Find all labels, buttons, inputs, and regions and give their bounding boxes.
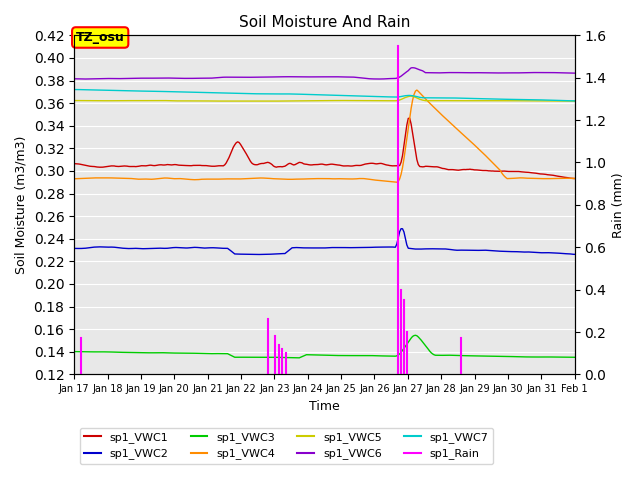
sp1_VWC5 [70, 97, 78, 103]
sp1_VWC5 [303, 98, 310, 104]
Line: sp1_VWC1: sp1_VWC1 [74, 118, 575, 179]
sp1_VWC6 [409, 65, 417, 71]
sp1_VWC2 [70, 246, 78, 252]
sp1_VWC4 [70, 176, 78, 181]
Text: TZ_osu: TZ_osu [76, 31, 125, 44]
sp1_VWC6 [571, 70, 579, 76]
sp1_VWC2 [303, 245, 310, 251]
sp1_VWC3 [339, 353, 346, 359]
Line: sp1_VWC6: sp1_VWC6 [74, 68, 575, 79]
sp1_VWC4 [365, 177, 373, 182]
sp1_VWC1 [550, 173, 558, 179]
sp1_VWC3 [367, 353, 375, 359]
sp1_VWC1 [204, 163, 211, 168]
sp1_VWC7 [550, 97, 558, 103]
Y-axis label: Rain (mm): Rain (mm) [612, 172, 625, 238]
Line: sp1_VWC5: sp1_VWC5 [74, 96, 575, 101]
sp1_VWC3 [303, 352, 310, 358]
sp1_VWC6 [339, 74, 346, 80]
sp1_VWC3 [552, 354, 560, 360]
sp1_VWC6 [205, 75, 212, 81]
Title: Soil Moisture And Rain: Soil Moisture And Rain [239, 15, 410, 30]
sp1_VWC3 [571, 354, 579, 360]
sp1_VWC6 [81, 76, 88, 82]
sp1_VWC4 [552, 176, 560, 181]
sp1_VWC5 [552, 98, 560, 104]
Y-axis label: Soil Moisture (m3/m3): Soil Moisture (m3/m3) [15, 136, 28, 274]
sp1_VWC1 [406, 115, 413, 121]
sp1_VWC7 [367, 94, 375, 99]
sp1_VWC2 [552, 250, 560, 256]
sp1_VWC3 [204, 351, 211, 357]
sp1_VWC1 [365, 160, 373, 166]
sp1_VWC6 [367, 76, 375, 82]
sp1_VWC3 [296, 355, 303, 360]
sp1_VWC4 [566, 176, 574, 181]
Legend: sp1_VWC1, sp1_VWC2, sp1_VWC3, sp1_VWC4, sp1_VWC5, sp1_VWC6, sp1_VWC7, sp1_Rain: sp1_VWC1, sp1_VWC2, sp1_VWC3, sp1_VWC4, … [80, 428, 493, 464]
sp1_VWC3 [566, 354, 574, 360]
sp1_VWC2 [566, 251, 574, 257]
sp1_VWC7 [571, 98, 579, 104]
Line: sp1_VWC3: sp1_VWC3 [74, 335, 575, 358]
sp1_VWC7 [303, 92, 310, 97]
X-axis label: Time: Time [309, 400, 340, 413]
sp1_VWC2 [204, 245, 211, 251]
sp1_VWC2 [254, 252, 262, 257]
sp1_VWC1 [571, 176, 579, 181]
Line: sp1_VWC2: sp1_VWC2 [74, 228, 575, 254]
sp1_VWC7 [70, 87, 78, 93]
sp1_VWC7 [205, 90, 212, 96]
sp1_VWC1 [301, 161, 309, 167]
sp1_VWC2 [339, 245, 346, 251]
sp1_VWC5 [204, 98, 211, 104]
sp1_VWC3 [412, 332, 419, 338]
sp1_VWC4 [204, 176, 211, 182]
sp1_VWC2 [397, 226, 405, 231]
sp1_VWC6 [303, 74, 310, 80]
sp1_VWC3 [70, 349, 78, 355]
Line: sp1_VWC4: sp1_VWC4 [74, 90, 575, 182]
sp1_VWC1 [565, 175, 573, 181]
sp1_VWC6 [566, 70, 574, 76]
sp1_VWC7 [339, 93, 346, 98]
sp1_VWC5 [407, 93, 415, 99]
sp1_VWC4 [337, 176, 345, 181]
sp1_VWC5 [571, 98, 579, 104]
sp1_VWC4 [393, 180, 401, 185]
sp1_VWC5 [566, 98, 574, 104]
sp1_VWC7 [565, 98, 573, 104]
sp1_VWC4 [413, 87, 420, 93]
sp1_VWC2 [571, 252, 579, 257]
sp1_VWC6 [70, 76, 78, 82]
sp1_VWC7 [72, 87, 79, 93]
sp1_VWC6 [552, 70, 560, 75]
sp1_VWC4 [301, 176, 309, 182]
sp1_VWC4 [571, 176, 579, 181]
sp1_VWC1 [337, 163, 345, 168]
Line: sp1_VWC7: sp1_VWC7 [74, 90, 575, 101]
sp1_VWC5 [367, 98, 375, 104]
sp1_VWC1 [70, 161, 78, 167]
sp1_VWC5 [339, 97, 346, 103]
sp1_VWC5 [252, 98, 260, 104]
sp1_VWC2 [367, 244, 375, 250]
